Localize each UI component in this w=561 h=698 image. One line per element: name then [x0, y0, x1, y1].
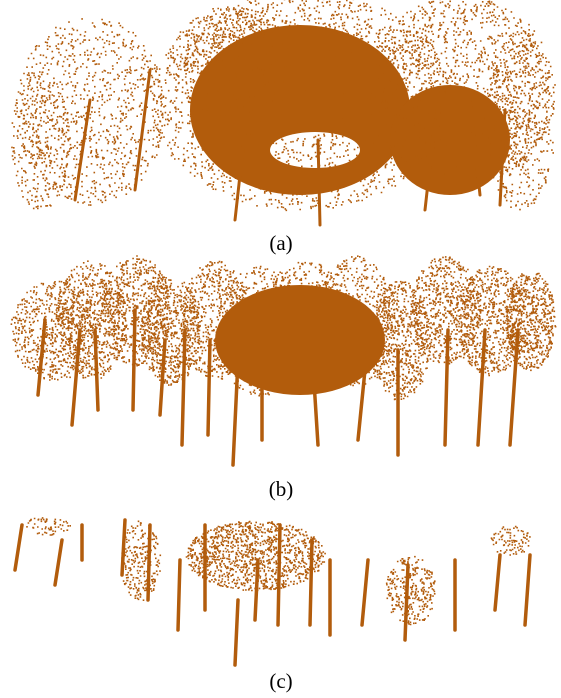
trunk	[235, 600, 238, 665]
canopy-points	[386, 556, 436, 625]
trunk	[495, 555, 500, 610]
trunk	[233, 360, 238, 465]
trunk	[208, 340, 210, 435]
point-cloud-a	[11, 0, 556, 225]
panel-label: (b)	[269, 477, 294, 501]
trunk	[38, 320, 45, 395]
trunk	[72, 330, 80, 425]
trunk	[55, 540, 62, 585]
figure: (a) (b) (c)	[0, 0, 561, 698]
trunk	[160, 340, 165, 415]
trunk	[525, 555, 530, 625]
point-cloud-b	[11, 255, 557, 465]
trunk	[182, 330, 185, 445]
trunk	[75, 100, 90, 200]
trunk	[362, 560, 368, 625]
trunk	[310, 540, 312, 625]
trunk	[95, 330, 98, 410]
trunk	[133, 310, 135, 410]
panel-label: (a)	[269, 231, 292, 255]
canopy-points	[121, 521, 161, 602]
trunk	[318, 140, 320, 225]
panel-label: (c)	[269, 669, 292, 693]
point-cloud-c	[15, 517, 531, 665]
canopy-points	[16, 18, 165, 206]
canopy-core	[215, 285, 385, 395]
trunk	[178, 560, 180, 630]
trunk	[478, 330, 485, 445]
canopy-points	[491, 526, 531, 556]
canopy-points	[11, 71, 71, 209]
canopy-points	[26, 517, 71, 536]
canopy-points	[11, 281, 101, 381]
trunk	[15, 525, 22, 570]
